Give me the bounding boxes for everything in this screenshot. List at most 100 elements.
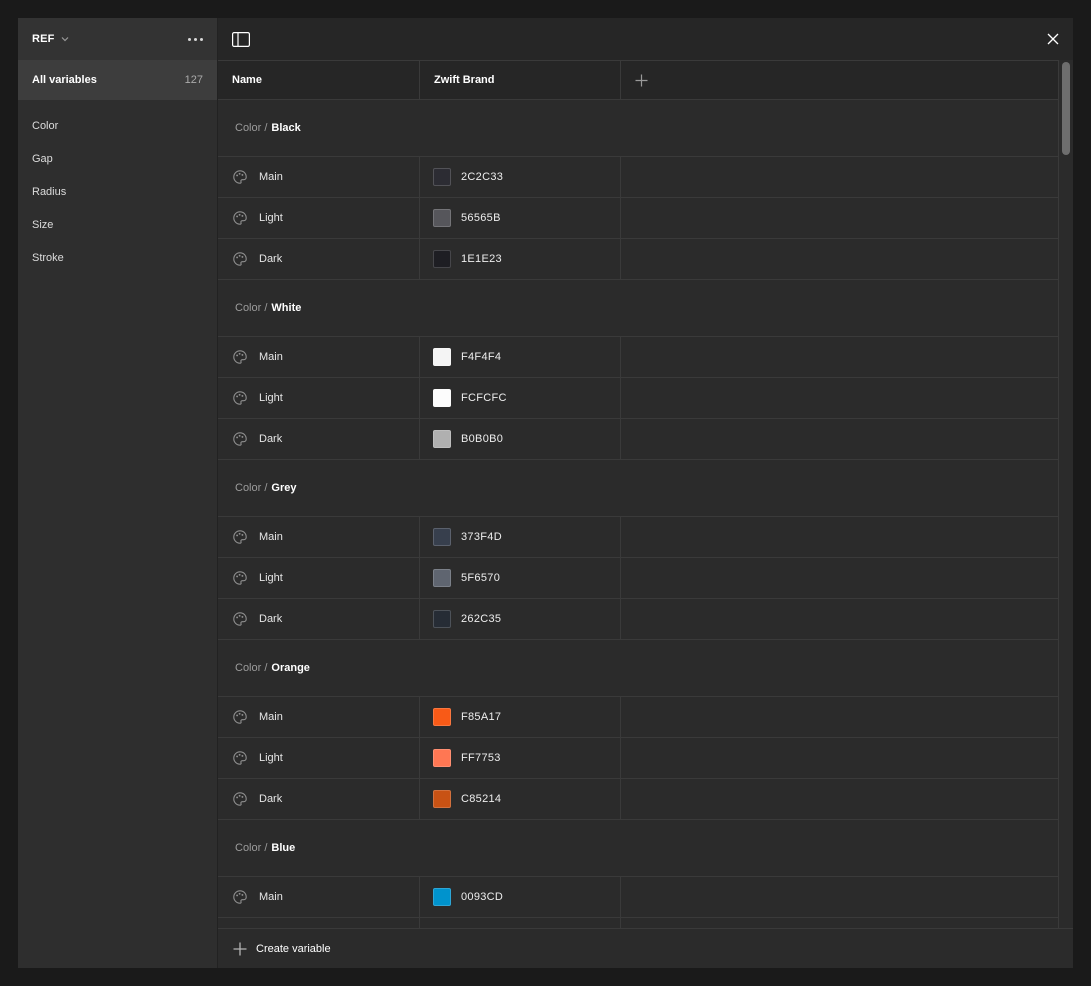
color-swatch: [433, 430, 451, 448]
empty-cell: [621, 239, 1058, 279]
collection-header: REF: [18, 18, 217, 60]
table-row-partial: [218, 918, 1058, 928]
table-row: Dark 1E1E23: [218, 239, 1058, 280]
close-icon[interactable]: [1047, 33, 1059, 45]
more-options-icon[interactable]: [188, 37, 203, 41]
section-header: Color / Black: [218, 100, 1058, 157]
color-swatch: [433, 749, 451, 767]
empty-cell: [621, 337, 1058, 377]
plus-icon: [233, 942, 247, 955]
table-row: Main 0093CD: [218, 877, 1058, 918]
variable-value-cell: [420, 918, 621, 928]
empty-cell: [621, 517, 1058, 557]
table-header: Name Zwift Brand: [218, 60, 1058, 100]
color-swatch: [433, 790, 451, 808]
add-mode-button[interactable]: [621, 61, 1058, 99]
variable-name-cell[interactable]: Light: [218, 738, 420, 778]
main-panel: Name Zwift Brand Color / Black Main 2C2C33 L…: [218, 18, 1073, 968]
table-row: Light 5F6570: [218, 558, 1058, 599]
sidebar-item-size[interactable]: Size: [32, 218, 54, 231]
chevron-down-icon[interactable]: [61, 36, 69, 42]
variable-hex: F85A17: [461, 711, 502, 723]
color-swatch: [433, 708, 451, 726]
variable-name-cell[interactable]: Light: [218, 558, 420, 598]
section-name: Grey: [271, 482, 297, 494]
main-topbar: [218, 18, 1073, 60]
sidebar-item-color[interactable]: Color: [32, 119, 59, 132]
variable-value-cell[interactable]: 2C2C33: [420, 157, 621, 197]
variable-hex: 0093CD: [461, 891, 504, 903]
variable-name-cell: [218, 918, 420, 928]
empty-cell: [621, 558, 1058, 598]
variable-name: Dark: [259, 433, 283, 445]
variable-name-cell[interactable]: Main: [218, 697, 420, 737]
variable-name-cell[interactable]: Light: [218, 198, 420, 238]
variable-name-cell[interactable]: Light: [218, 378, 420, 418]
sidebar-item-stroke[interactable]: Stroke: [32, 251, 64, 264]
all-variables-label: All variables: [32, 74, 97, 86]
variable-name-cell[interactable]: Main: [218, 877, 420, 917]
toggle-sidebar-icon[interactable]: [232, 31, 250, 47]
variable-hex: FF7753: [461, 752, 501, 764]
variable-value-cell[interactable]: 1E1E23: [420, 239, 621, 279]
variable-name-cell[interactable]: Dark: [218, 419, 420, 459]
color-variable-icon: [232, 169, 248, 185]
variable-value-cell[interactable]: FCFCFC: [420, 378, 621, 418]
variable-value-cell[interactable]: 262C35: [420, 599, 621, 639]
variable-name-cell[interactable]: Main: [218, 337, 420, 377]
section-prefix: Color /: [235, 482, 268, 494]
variable-value-cell[interactable]: FF7753: [420, 738, 621, 778]
sidebar-item-radius[interactable]: Radius: [32, 185, 67, 198]
table-row: Light 56565B: [218, 198, 1058, 239]
variable-name-cell[interactable]: Main: [218, 517, 420, 557]
variable-value-cell[interactable]: B0B0B0: [420, 419, 621, 459]
variable-value-cell[interactable]: C85214: [420, 779, 621, 819]
table-row: Main F4F4F4: [218, 337, 1058, 378]
table-row: Light FF7753: [218, 738, 1058, 779]
color-variable-icon: [232, 251, 248, 267]
table-row: Main F85A17: [218, 697, 1058, 738]
variable-name-cell[interactable]: Dark: [218, 779, 420, 819]
plus-icon: [635, 74, 648, 86]
variable-value-cell[interactable]: F4F4F4: [420, 337, 621, 377]
section-name: Blue: [271, 842, 296, 854]
color-swatch: [433, 168, 451, 186]
scrollbar-track[interactable]: [1058, 60, 1073, 928]
variable-value-cell[interactable]: 373F4D: [420, 517, 621, 557]
variable-value-cell[interactable]: F85A17: [420, 697, 621, 737]
color-variable-icon: [232, 529, 248, 545]
variable-hex: C85214: [461, 793, 502, 805]
section-prefix: Color /: [235, 842, 268, 854]
create-variable-button[interactable]: Create variable: [218, 928, 1073, 968]
variable-value-cell[interactable]: 56565B: [420, 198, 621, 238]
table-row: Light FCFCFC: [218, 378, 1058, 419]
section-header: Color / White: [218, 280, 1058, 337]
section-name: White: [271, 302, 302, 314]
scrollbar-thumb[interactable]: [1062, 62, 1070, 155]
variable-value-cell[interactable]: 5F6570: [420, 558, 621, 598]
sidebar-item-gap[interactable]: Gap: [32, 152, 53, 165]
collection-dropdown[interactable]: REF: [32, 33, 55, 45]
color-variable-icon: [232, 210, 248, 226]
variable-name-cell[interactable]: Main: [218, 157, 420, 197]
color-variable-icon: [232, 889, 248, 905]
column-header-mode[interactable]: Zwift Brand: [420, 61, 621, 99]
variable-name: Dark: [259, 613, 283, 625]
color-variable-icon: [232, 570, 248, 586]
section-prefix: Color /: [235, 122, 268, 134]
color-swatch: [433, 610, 451, 628]
variable-hex: 56565B: [461, 212, 501, 224]
variable-value-cell[interactable]: 0093CD: [420, 877, 621, 917]
section-header: Color / Blue: [218, 820, 1058, 877]
column-header-name[interactable]: Name: [218, 61, 420, 99]
create-variable-label: Create variable: [256, 942, 331, 955]
variable-name-cell[interactable]: Dark: [218, 599, 420, 639]
empty-cell: [621, 419, 1058, 459]
empty-cell: [621, 738, 1058, 778]
variable-name: Dark: [259, 793, 283, 805]
all-variables-count: 127: [184, 74, 203, 86]
variable-name-cell[interactable]: Dark: [218, 239, 420, 279]
variable-name: Main: [259, 351, 283, 363]
variables-modal: REF All variables 127 Color Gap Radius Size…: [18, 18, 1073, 968]
sidebar-item-all-variables[interactable]: All variables 127: [18, 60, 217, 100]
